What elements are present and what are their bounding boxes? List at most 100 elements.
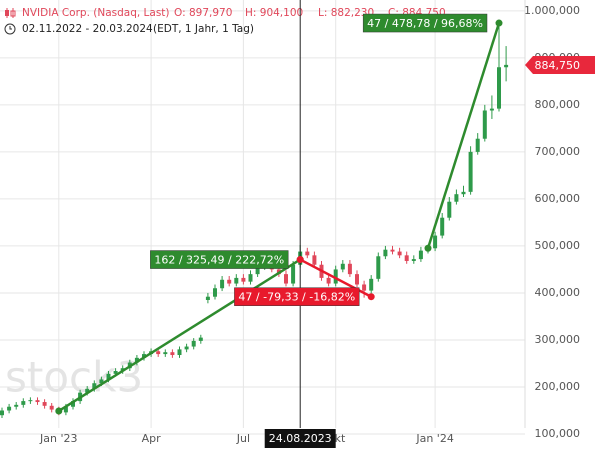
- candle-body: [383, 249, 388, 257]
- candle-body: [170, 352, 175, 356]
- watermark: stock3: [5, 353, 143, 402]
- trendline: [58, 258, 301, 413]
- candle-body: [220, 279, 225, 289]
- candle-body: [355, 274, 359, 285]
- candle-body: [106, 373, 111, 380]
- candle-body: [418, 250, 423, 260]
- candle-body: [113, 371, 118, 374]
- candle-body: [49, 405, 54, 410]
- trendline-label-box: [362, 13, 488, 33]
- candle-body: [85, 388, 90, 393]
- candle-body: [454, 194, 459, 202]
- candle-body: [489, 108, 494, 111]
- candle-body: [241, 277, 246, 282]
- trendline: [426, 22, 501, 249]
- candle-body: [433, 235, 438, 249]
- candle-body: [497, 67, 501, 109]
- crosshair-date: 24.08.2023: [269, 432, 332, 445]
- candle-body: [440, 217, 445, 236]
- candle-body: [284, 274, 288, 284]
- candle-body: [227, 279, 232, 284]
- trendline-point: [55, 407, 63, 415]
- y-tick-label: 800,000: [535, 98, 581, 111]
- candle-body: [390, 249, 395, 252]
- header-icons: [4, 8, 16, 35]
- candle-body: [198, 337, 203, 341]
- candle-body: [305, 251, 310, 256]
- candle-body: [369, 278, 374, 291]
- trendline-point: [296, 256, 304, 264]
- y-tick-label: 700,000: [535, 145, 581, 158]
- trendline-label-box: [150, 250, 289, 269]
- candle-body: [92, 383, 97, 389]
- x-tick-label: Jan '24: [415, 432, 453, 445]
- y-tick-label: 1.000,000: [524, 4, 580, 17]
- trendline-label: 47 / 478,78 / 96,68%: [367, 17, 483, 30]
- candle-body: [397, 251, 402, 256]
- candle-body: [99, 379, 104, 384]
- last-price-box: [525, 56, 595, 75]
- candle-body: [468, 151, 473, 192]
- candle-body: [163, 352, 168, 355]
- candle-body: [42, 402, 47, 406]
- trendline-point: [495, 19, 503, 27]
- candle-body: [376, 256, 381, 279]
- candle-body: [213, 288, 217, 297]
- candle-body: [63, 406, 68, 413]
- candle-body: [134, 357, 139, 363]
- x-tick-label: Apr: [142, 432, 162, 445]
- candle-body: [475, 138, 480, 152]
- trendline-label: 162 / 325,49 / 222,72%: [154, 254, 284, 267]
- candle-body: [461, 191, 466, 195]
- candle-body: [0, 410, 4, 416]
- candle-body: [184, 346, 189, 350]
- candle-body: [255, 267, 260, 275]
- x-tick-label: Jan '23: [39, 432, 77, 445]
- candle-body: [234, 277, 239, 284]
- trendline-label: 47 / -79,33 / -16,82%: [238, 291, 355, 304]
- y-tick-label: 100,000: [535, 427, 581, 440]
- open: O: 897,970: [174, 7, 232, 19]
- y-tick-label: 500,000: [535, 239, 581, 252]
- candle-body: [28, 400, 33, 402]
- candle-body: [326, 277, 331, 284]
- candle-body: [312, 255, 317, 265]
- candle-body: [205, 296, 210, 300]
- trendline-point: [367, 293, 375, 301]
- info: (EDT, 1 Jahr, 1 Tag): [153, 23, 254, 35]
- candle-body: [191, 340, 196, 347]
- candle-body: [248, 274, 253, 282]
- y-tick-label: 600,000: [535, 192, 581, 205]
- candle-body: [340, 263, 345, 270]
- candle-body: [482, 110, 487, 139]
- x-tick-label: Jul: [236, 432, 250, 445]
- candle-body: [404, 255, 409, 261]
- date-range: 02.11.2022 - 20.03.2024: [22, 23, 153, 35]
- candle-body: [156, 351, 161, 355]
- y-tick-label: 400,000: [535, 286, 581, 299]
- candle-body: [177, 349, 182, 356]
- instrument: NVIDIA Corp. (Nasdaq, Last): [22, 7, 170, 19]
- candle-body: [35, 400, 40, 403]
- trendline-point: [424, 244, 432, 252]
- y-tick-label: 200,000: [535, 380, 581, 393]
- candle-body: [21, 401, 26, 405]
- candle-body: [142, 354, 146, 358]
- last-price-label: 884,750: [535, 59, 581, 72]
- candle-body: [71, 401, 75, 407]
- trendline-label-box: [234, 287, 360, 306]
- crosshair-date-box: [264, 429, 336, 448]
- grid: [0, 0, 525, 435]
- candle-body: [347, 263, 352, 275]
- high: H: 904,100: [245, 7, 303, 19]
- candle-body: [333, 269, 338, 284]
- candle-body: [291, 264, 296, 284]
- candle-body: [411, 259, 416, 261]
- candle-body: [7, 406, 12, 411]
- candle-body: [447, 201, 452, 218]
- y-tick-label: 300,000: [535, 333, 581, 346]
- candle-body: [362, 284, 367, 291]
- candle-body: [14, 404, 19, 407]
- candle-body: [504, 64, 509, 68]
